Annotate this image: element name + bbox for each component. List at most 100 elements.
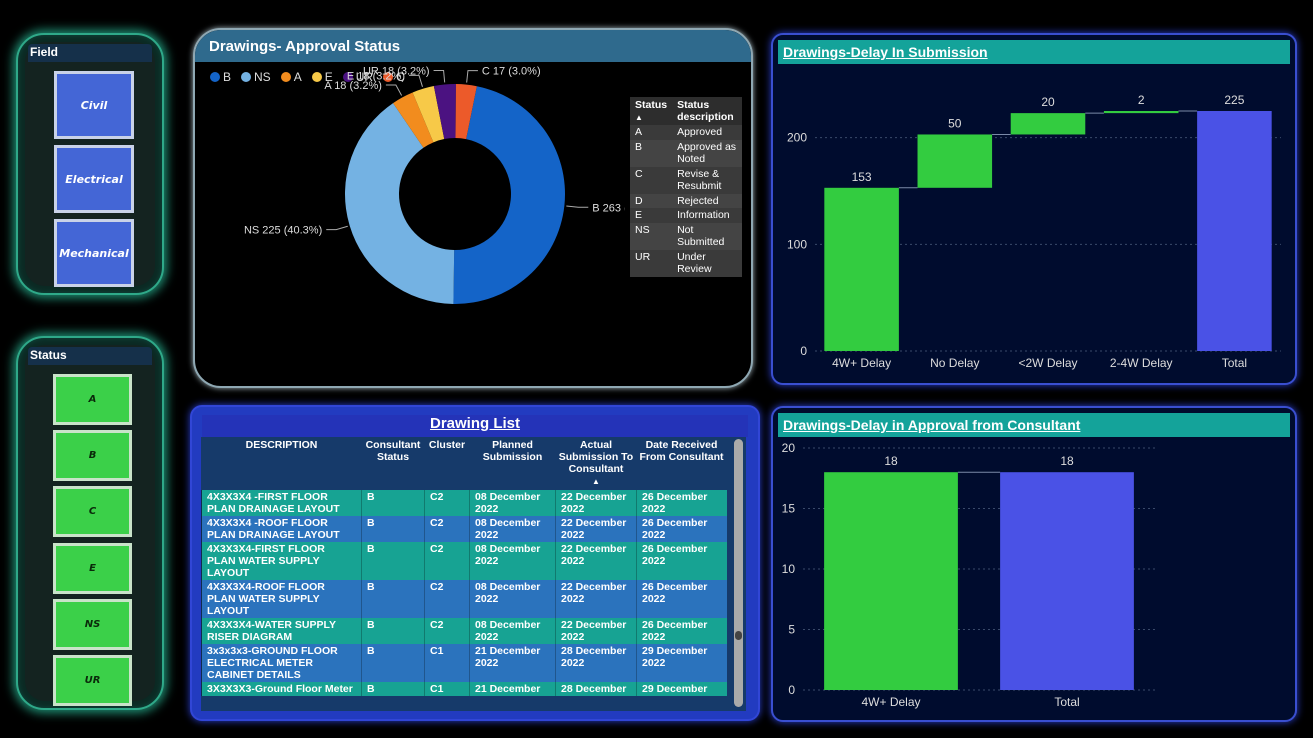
table-cell: 22 December 2022 [555,580,637,618]
x-tick-label: 4W+ Delay [861,695,920,709]
table-cell: 26 December 2022 [636,618,727,644]
col-header-planned-submission[interactable]: Planned Submission [469,437,556,490]
status-table-row[interactable]: D Rejected [630,193,742,208]
col-header-date-received[interactable]: Date Received From Consultant [636,437,727,490]
field-slicer-title: Field [30,45,59,59]
delay-submission-card: Drawings-Delay In Submission 0 100 200 153 4… [771,33,1297,385]
table-cell: B [361,542,425,580]
status-code-cell: NS [630,222,673,250]
table-row[interactable]: 3x3x3x3-GROUND FLOOR ELECTRICAL METER CA… [201,644,727,682]
status-description-cell: Not Submitted [672,222,742,250]
table-cell: 26 December 2022 [636,580,727,618]
bar[interactable] [1010,113,1086,135]
data-label: C 17 (3.0%) [482,66,541,78]
status-table-row[interactable]: B Approved as Noted [630,139,742,167]
legend-item[interactable]: B [210,70,231,84]
donut-slice-b[interactable] [453,86,565,304]
legend-item[interactable]: E [311,70,333,84]
table-row[interactable]: 4X3X3X4 -FIRST FLOOR PLAN DRAINAGE LAYOU… [201,490,727,516]
status-table-row[interactable]: C Revise & Resubmit [630,166,742,194]
drawing-list-table-container[interactable]: DESCRIPTION Consultant Status Cluster Pl… [201,437,746,711]
scrollbar-thumb[interactable] [735,631,742,640]
bar[interactable] [1103,111,1179,114]
leader-line [385,84,403,96]
legend-dot [280,72,291,82]
col-header-description[interactable]: DESCRIPTION [201,437,362,490]
table-cell: C2 [424,542,470,580]
status-code-cell: E [630,208,673,223]
status-slicer: Status A B C E NS UR [16,336,164,710]
col-header-actual-submission[interactable]: Actual Submission To Consultant ▲ [555,437,637,490]
table-cell: C2 [424,490,470,516]
legend-item[interactable]: C [383,70,405,84]
table-cell: 08 December 2022 [469,516,556,542]
bar[interactable] [917,134,993,188]
status-a-button[interactable]: A [53,374,132,425]
table-row[interactable]: 3X3X3X3-Ground Floor Meter B C1 21 December… [201,682,727,696]
status-table-row[interactable]: NS Not Submitted [630,222,742,250]
donut-legend: B NS A E UR C [210,70,405,84]
col-header-consultant-status[interactable]: Consultant Status [361,437,425,490]
y-tick-label: 0 [800,344,807,358]
description-col-header[interactable]: Status description [672,97,742,125]
table-row[interactable]: 4X3X3X4-ROOF FLOOR PLAN WATER SUPPLY LAY… [201,580,727,618]
status-table-row[interactable]: UR Under Review [630,249,742,277]
y-tick-label: 15 [782,502,796,516]
field-mechanical-button[interactable]: Mechanical [54,219,134,287]
table-cell: 3X3X3X3-Ground Floor Meter [201,682,362,696]
table-row[interactable]: 4X3X3X4 -ROOF FLOOR PLAN DRAINAGE LAYOUT… [201,516,727,542]
table-cell: 28 December 2022 [555,644,637,682]
bar[interactable] [1197,111,1272,351]
table-cell: 08 December 2022 [469,542,556,580]
y-tick-label: 10 [782,562,796,576]
bar[interactable] [1000,472,1134,690]
field-slicer-header [28,44,152,62]
legend-label: NS [254,70,271,84]
status-c-button[interactable]: C [53,486,132,537]
table-cell: 26 December 2022 [636,490,727,516]
table-cell: C2 [424,516,470,542]
donut-slice-e[interactable] [412,86,445,143]
donut-chart[interactable]: B 263 (47.0%) NS 225 (40.3%) A 18 (3.2%)E … [195,64,625,384]
table-cell: 21 December 2022 [469,644,556,682]
status-b-button[interactable]: B [53,430,132,481]
legend-label: B [223,70,232,84]
approval-status-card: Drawings- Approval Status B NS A E UR C … [193,28,753,388]
status-ns-button[interactable]: NS [53,599,132,650]
table-cell: 21 December [469,682,556,696]
delay-approval-chart[interactable]: 0 5 10 15 20 18 4W+ Delay 18 Total [773,436,1295,722]
legend-item[interactable]: A [280,70,302,84]
donut-slice-ns[interactable] [345,103,455,304]
status-table-row[interactable]: E Information [630,208,742,223]
table-row[interactable]: 4X3X3X4-WATER SUPPLY RISER DIAGRAM B C2 08 … [201,618,727,644]
status-slicer-title: Status [30,348,67,362]
status-description-cell: Approved as Noted [672,139,742,167]
donut-slice-ur[interactable] [433,84,456,140]
status-table-row[interactable]: A Approved [630,125,742,140]
field-electrical-button[interactable]: Electrical [54,145,134,213]
table-cell: 26 December 2022 [636,516,727,542]
status-code-cell: B [630,139,673,167]
bar[interactable] [824,187,899,351]
table-cell: C2 [424,580,470,618]
donut-slice-c[interactable] [455,84,477,140]
x-tick-label: No Delay [930,356,979,370]
legend-dot [311,72,322,82]
delay-approval-title: Drawings-Delay in Approval from Consulta… [778,413,1290,437]
delay-submission-chart[interactable]: 0 100 200 153 4W+ Delay 50 No Delay 20 <2W Delay… [773,65,1295,383]
legend-item[interactable]: NS [241,70,271,84]
field-civil-button[interactable]: Civil [54,71,134,139]
leader-line [466,70,478,83]
status-code-cell: C [630,166,673,194]
bar[interactable] [824,472,958,690]
donut-slice-a[interactable] [393,92,434,148]
col-header-cluster[interactable]: Cluster [424,437,470,490]
table-row[interactable]: 4X3X3X4-FIRST FLOOR PLAN WATER SUPPLY LA… [201,542,727,580]
status-col-header[interactable]: Status ▲ [630,97,673,125]
status-e-button[interactable]: E [53,543,132,594]
x-tick-label: Total [1222,356,1247,370]
legend-item[interactable]: UR [342,70,373,84]
table-scrollbar[interactable] [734,439,743,707]
status-ur-button[interactable]: UR [53,655,132,706]
y-tick-label: 100 [787,237,807,251]
